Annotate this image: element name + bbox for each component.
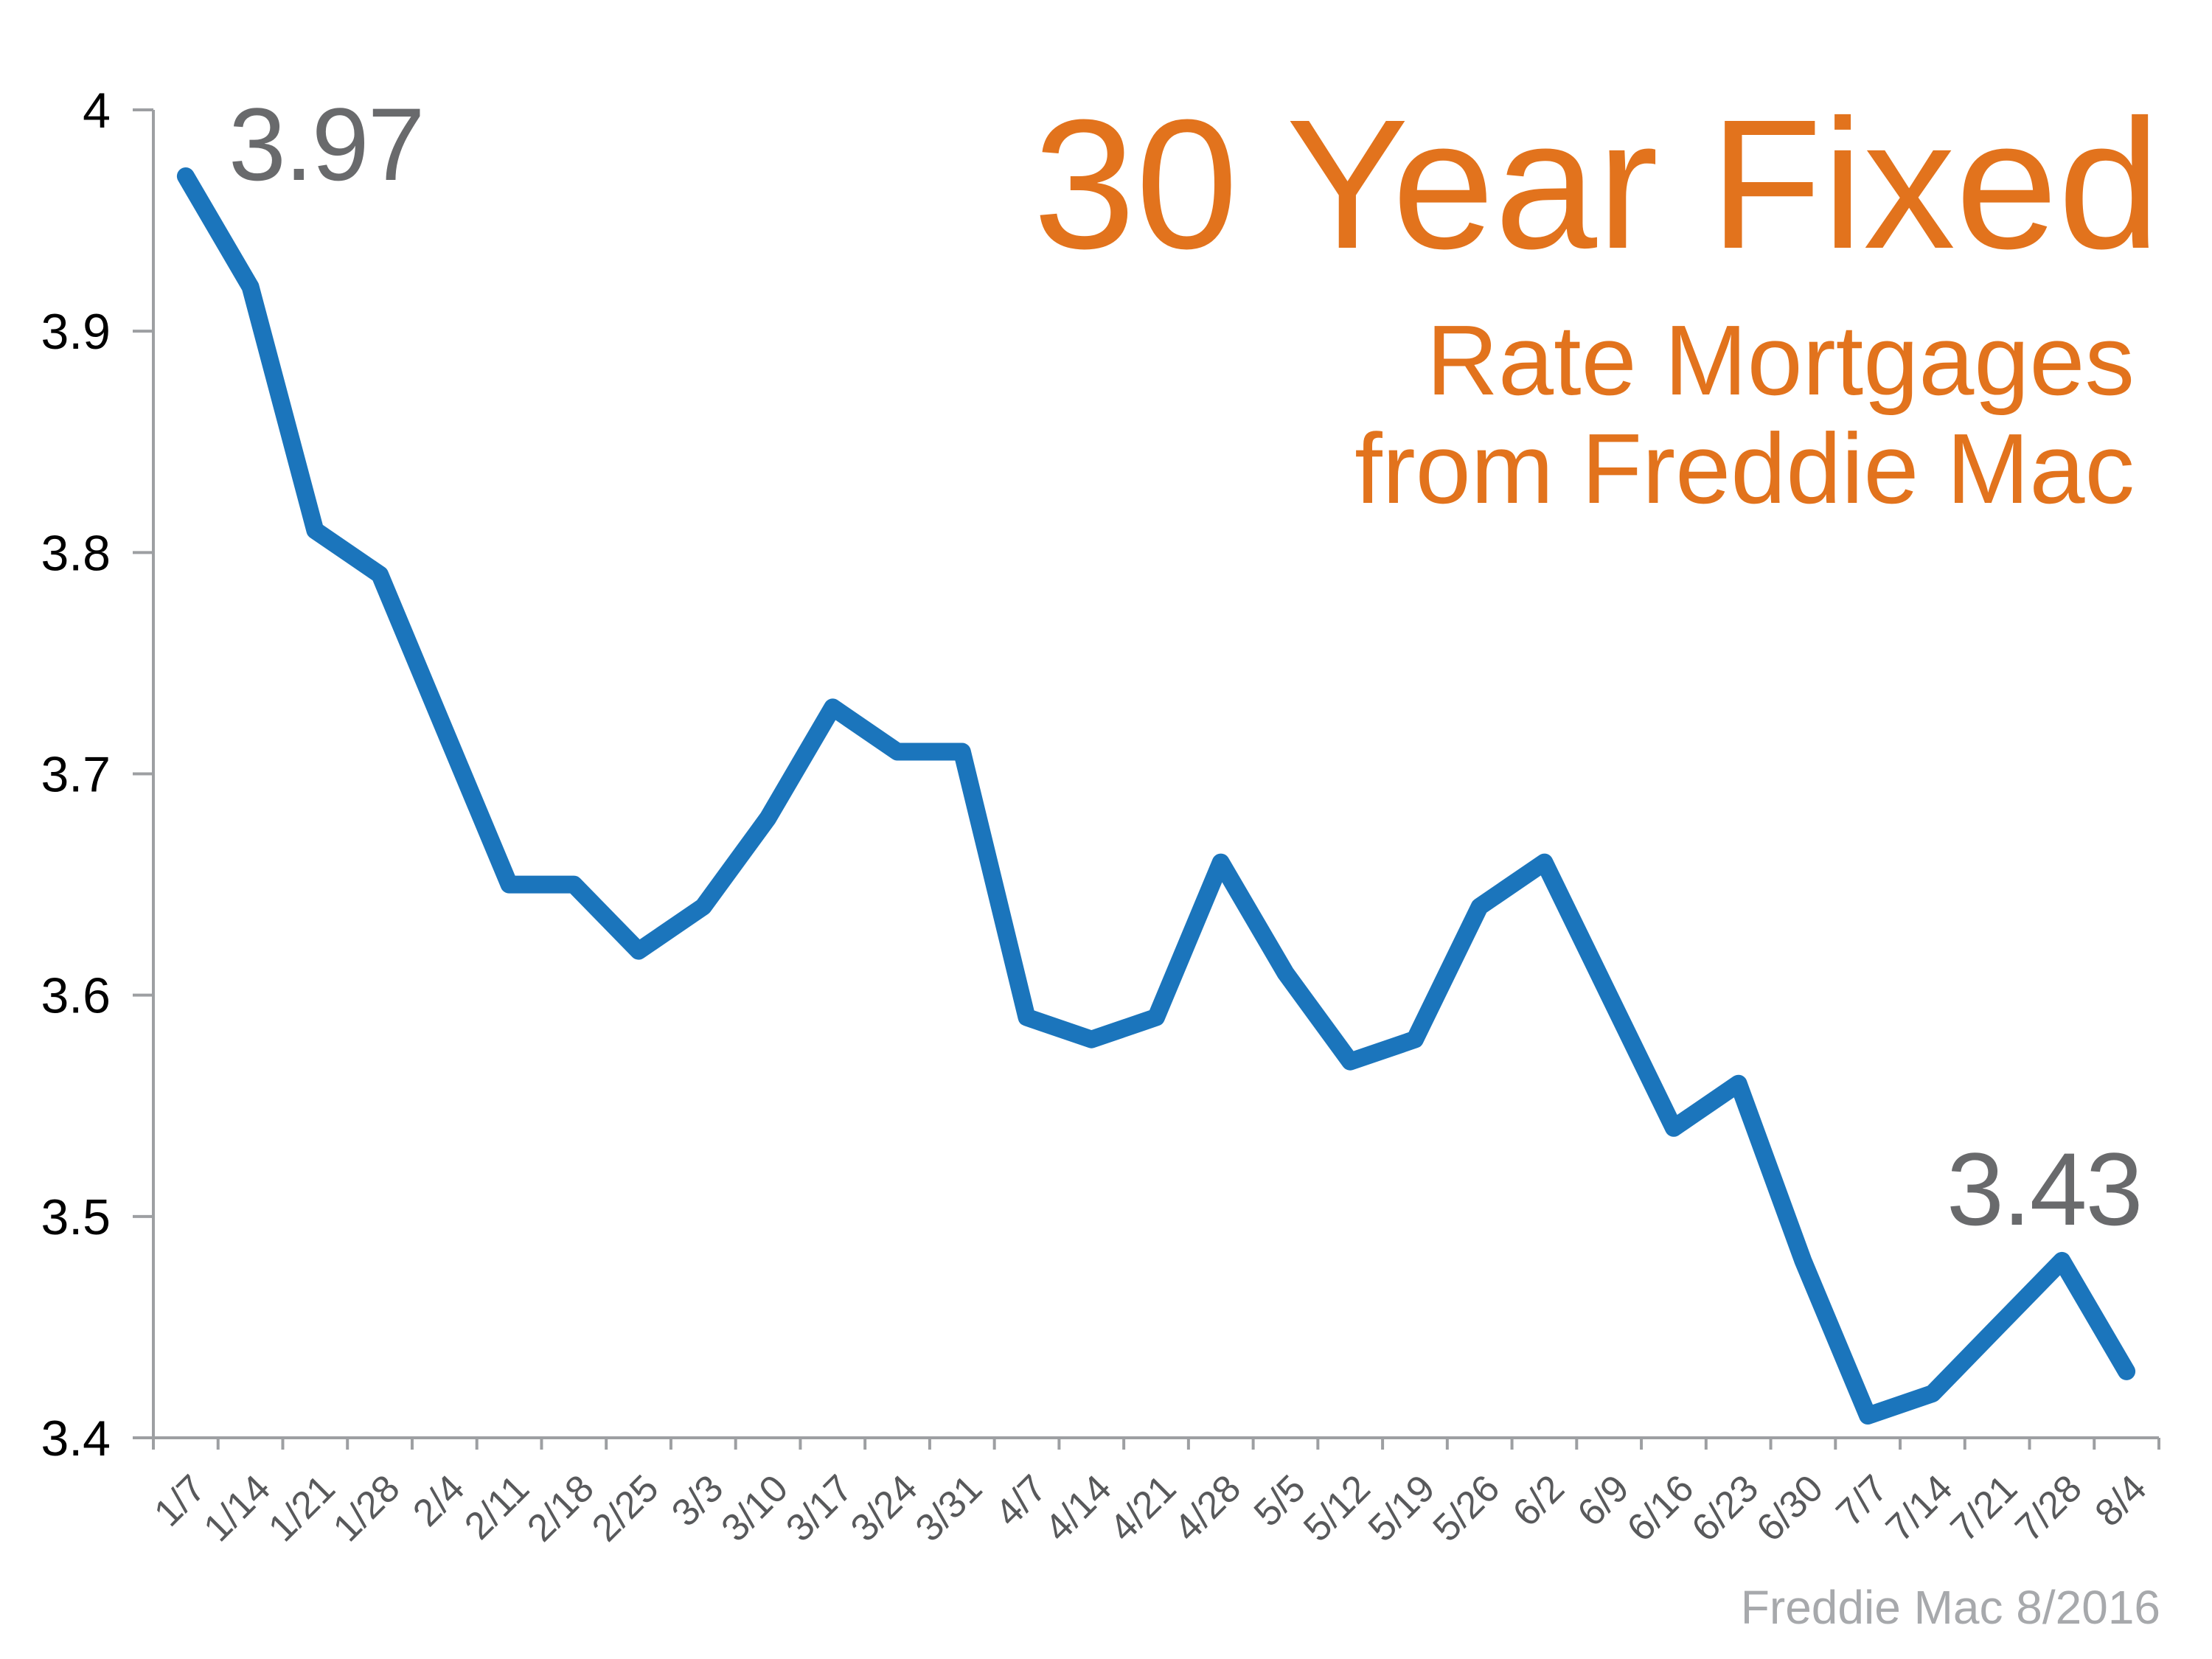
x-tick-label: 4/28 (1166, 1467, 1250, 1550)
y-tick-label: 3.9 (41, 304, 111, 360)
chart-subtitle-line-1: Rate Mortgages (1426, 305, 2135, 416)
title-block: 30 Year Fixed (1033, 92, 2160, 276)
x-tick-label: 6/2 (1505, 1467, 1573, 1534)
x-tick-label: 7/21 (1943, 1467, 2026, 1550)
x-tick-label: 4/14 (1037, 1467, 1120, 1550)
x-tick-label: 1/28 (325, 1467, 408, 1550)
x-tick-label: 1/14 (196, 1467, 279, 1550)
y-tick-label: 3.4 (41, 1411, 111, 1467)
x-tick-label: 3/17 (778, 1467, 861, 1550)
source-credit: Freddie Mac 8/2016 (1740, 1581, 2160, 1634)
x-tick-label: 2/25 (584, 1467, 667, 1550)
x-tick-label: 5/26 (1425, 1467, 1509, 1550)
end-value-annotation: 3.43 (1947, 1131, 2143, 1247)
x-tick-label: 7/14 (1878, 1467, 1961, 1550)
x-tick-label: 2/18 (519, 1467, 602, 1550)
x-tick-label: 6/30 (1748, 1467, 1832, 1550)
x-tick-label: 4/21 (1102, 1467, 1185, 1550)
x-tick-label: 2/11 (456, 1467, 538, 1548)
chart-subtitle-line-2: from Freddie Mac (1354, 413, 2135, 524)
x-tick-label: 3/31 (908, 1467, 991, 1550)
x-tick-label: 3/24 (843, 1467, 926, 1550)
x-tick-label: 6/16 (1619, 1467, 1703, 1550)
x-tick-label: 7/28 (2007, 1467, 2090, 1550)
y-tick-label: 3.7 (41, 747, 111, 803)
start-value-annotation: 3.97 (229, 86, 425, 202)
y-tick-label: 4 (83, 83, 111, 139)
x-tick-label: 3/10 (713, 1467, 796, 1550)
chart-title: 30 Year Fixed (1033, 81, 2160, 287)
y-tick-label: 3.8 (41, 525, 111, 581)
x-tick-label: 1/21 (260, 1467, 344, 1550)
x-tick-label: 8/4 (2087, 1467, 2154, 1534)
x-tick-label: 6/23 (1684, 1467, 1767, 1550)
x-tick-label: 5/19 (1360, 1467, 1444, 1550)
y-tick-label: 3.6 (41, 968, 111, 1024)
x-tick-label: 5/12 (1295, 1467, 1379, 1550)
subtitle-block: Rate Mortgages from Freddie Mac (1354, 306, 2135, 523)
y-tick-label: 3.5 (41, 1189, 111, 1245)
rate-series-line (176, 167, 2136, 1425)
